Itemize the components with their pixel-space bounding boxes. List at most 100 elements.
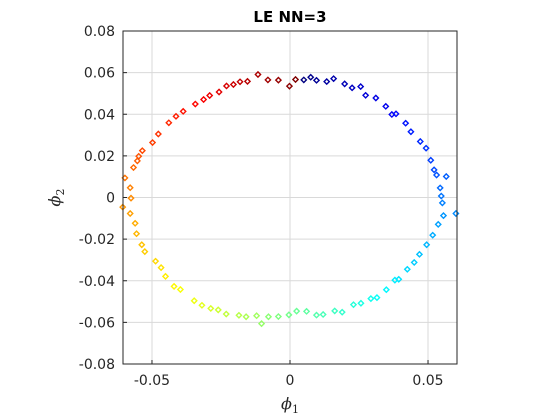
scatter-point bbox=[330, 75, 338, 83]
scatter-point bbox=[427, 156, 435, 164]
scatter-point bbox=[133, 157, 141, 165]
x-tick-label: -0.05 bbox=[134, 373, 170, 389]
scatter-point bbox=[402, 119, 410, 127]
scatter-point bbox=[135, 152, 143, 160]
scatter-point bbox=[127, 194, 135, 202]
scatter-point bbox=[138, 147, 146, 155]
scatter-point bbox=[436, 184, 444, 192]
scatter-point bbox=[319, 310, 327, 319]
x-tick-label: 0 bbox=[286, 373, 295, 389]
chart-title: LE NN=3 bbox=[253, 8, 326, 26]
scatter-point bbox=[148, 138, 157, 147]
y-tick-label: -0.06 bbox=[79, 315, 115, 331]
scatter-point bbox=[438, 199, 446, 207]
scatter-point bbox=[257, 320, 266, 328]
scatter-point bbox=[126, 184, 134, 192]
y-tick-label: 0.06 bbox=[84, 66, 115, 82]
x-tick-labels: -0.05 0 0.05 bbox=[134, 373, 444, 389]
y-axis-label-sub: 2 bbox=[54, 189, 67, 196]
scatter-point bbox=[341, 80, 349, 88]
scatter-point bbox=[367, 295, 375, 303]
y-tick-label: -0.08 bbox=[79, 357, 115, 373]
scatter-point bbox=[452, 209, 460, 218]
scatter-point bbox=[372, 94, 380, 102]
scatter-points bbox=[119, 70, 460, 328]
scatter-point bbox=[312, 311, 321, 319]
scatter-point bbox=[170, 282, 178, 290]
scatter-point bbox=[165, 119, 173, 127]
scatter-point bbox=[151, 257, 160, 265]
scatter-point bbox=[357, 82, 365, 91]
scatter-point bbox=[312, 76, 321, 84]
scatter-point bbox=[410, 258, 418, 267]
scatter-point bbox=[348, 84, 356, 92]
scatter-point bbox=[214, 306, 222, 314]
scatter-point bbox=[338, 308, 346, 316]
scatter-point bbox=[432, 171, 441, 179]
scatter-point bbox=[373, 294, 381, 302]
scatter-point bbox=[391, 276, 399, 284]
scatter-point bbox=[215, 88, 223, 96]
scatter-point bbox=[382, 286, 390, 294]
scatter-point bbox=[382, 102, 390, 110]
scatter-point bbox=[131, 219, 139, 227]
scatter-point bbox=[264, 76, 272, 84]
y-tick-labels: -0.08 -0.06 -0.04 -0.02 0 0.02 0.04 0.06 0.08 bbox=[79, 24, 115, 373]
y-axis-label-base: ϕ bbox=[45, 195, 64, 206]
scatter-point bbox=[243, 77, 252, 85]
scatter-point bbox=[242, 313, 250, 321]
scatter-point bbox=[172, 112, 180, 120]
scatter-point bbox=[300, 76, 308, 84]
scatter-point bbox=[176, 285, 185, 294]
x-axis-label: ϕ1 bbox=[281, 394, 299, 416]
scatter-point bbox=[190, 297, 198, 305]
y-tick-label: 0.04 bbox=[84, 107, 115, 123]
scatter-point bbox=[423, 241, 431, 249]
scatter-point bbox=[323, 77, 331, 86]
scatter-point bbox=[442, 172, 450, 181]
scatter-point bbox=[407, 128, 415, 136]
scatter-point bbox=[392, 110, 400, 118]
scatter-point bbox=[254, 70, 262, 79]
scatter-point bbox=[235, 311, 243, 319]
scatter-point bbox=[285, 82, 294, 90]
x-axis-label-base: ϕ bbox=[281, 394, 292, 413]
scatter-point bbox=[264, 313, 273, 321]
scatter-point bbox=[229, 80, 238, 89]
scatter-point bbox=[191, 100, 199, 108]
scatter-point bbox=[422, 144, 430, 152]
scatter-point bbox=[154, 130, 162, 138]
scatter-point bbox=[349, 301, 358, 309]
scatter-point bbox=[138, 241, 146, 249]
scatter-point bbox=[157, 264, 165, 272]
scatter-point bbox=[307, 73, 315, 81]
scatter-point bbox=[207, 304, 215, 313]
scatter-point bbox=[126, 209, 134, 218]
scatter-point bbox=[395, 275, 403, 283]
scatter-point bbox=[253, 312, 261, 320]
scatter-point bbox=[403, 265, 411, 273]
scatter-point bbox=[415, 250, 424, 258]
scatter-point bbox=[429, 231, 437, 239]
scatter-point bbox=[198, 301, 206, 309]
y-tick-label: -0.02 bbox=[79, 232, 115, 248]
scatter-point bbox=[291, 75, 300, 84]
scatter-point bbox=[331, 307, 339, 315]
x-axis-label-sub: 1 bbox=[292, 403, 299, 416]
y-tick-label: -0.04 bbox=[79, 274, 115, 290]
scatter-point bbox=[274, 312, 282, 321]
scatter-point bbox=[236, 78, 244, 86]
scatter-point bbox=[434, 220, 442, 228]
scatter-point bbox=[357, 299, 365, 307]
y-tick-label: 0.08 bbox=[84, 24, 115, 40]
scatter-point bbox=[206, 91, 214, 100]
scatter-point bbox=[200, 95, 208, 104]
scatter-point bbox=[179, 107, 187, 115]
scatter-point bbox=[141, 248, 149, 256]
y-axis-label: ϕ2 bbox=[45, 189, 67, 207]
scatter-point bbox=[439, 212, 448, 220]
scatter-point bbox=[416, 137, 424, 146]
scatter-point bbox=[274, 76, 282, 84]
scatter-point bbox=[222, 82, 231, 90]
